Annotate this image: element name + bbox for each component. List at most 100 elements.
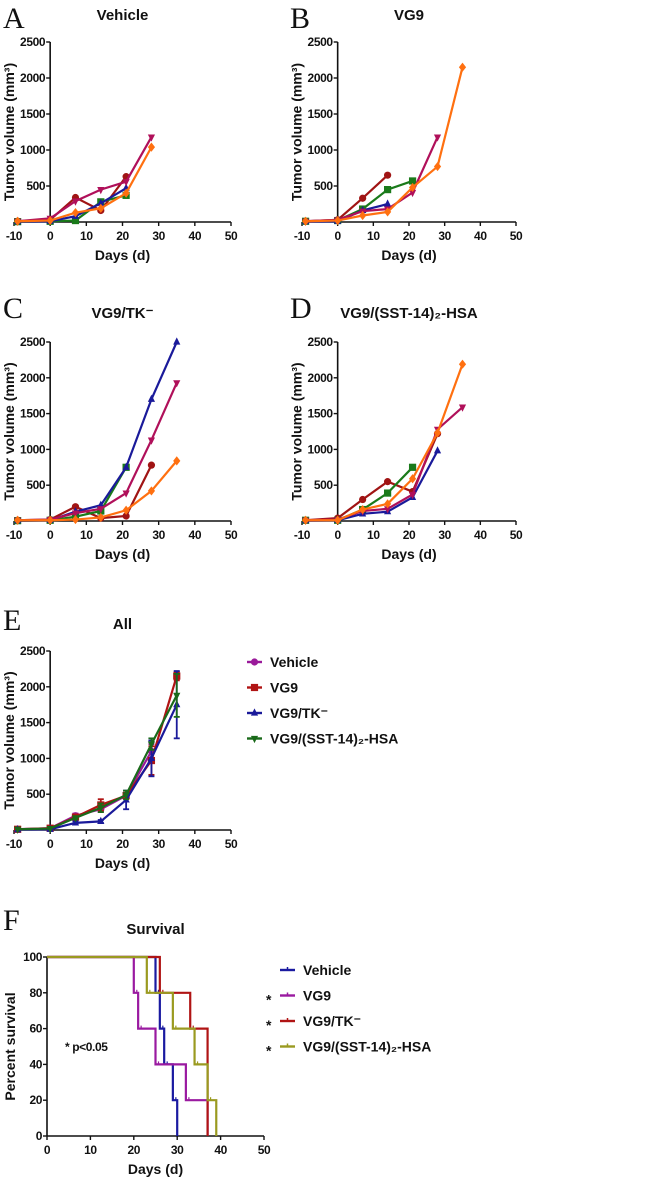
- legend-marker: [250, 708, 259, 716]
- y-tick-label: 60: [29, 1022, 42, 1036]
- data-point: [408, 474, 417, 484]
- data-point: [173, 456, 181, 466]
- y-tick-label: 20: [29, 1093, 42, 1107]
- legend-label: VG9: [270, 680, 298, 696]
- survival-curve-0: [47, 955, 179, 1136]
- y-tick-label: 1500: [20, 716, 46, 730]
- x-axis-label: Days (d): [381, 546, 436, 562]
- legend-marker: [250, 735, 259, 744]
- y-tick-label: 1000: [308, 442, 334, 456]
- chart-title: All: [113, 616, 132, 633]
- y-tick-label: 1500: [308, 107, 334, 121]
- legend-label: VG9/TK⁻: [303, 1013, 361, 1029]
- data-point: [173, 380, 181, 388]
- data-point: [122, 490, 130, 498]
- x-tick-label: 20: [116, 837, 129, 851]
- data-point: [14, 216, 22, 226]
- data-point: [97, 512, 105, 523]
- y-tick-label: 2000: [308, 371, 334, 385]
- panel-c: C VG9/TK⁻ -10 0 10 20 30 40 50 500 1000 1500 2000 250…: [1, 292, 238, 562]
- y-tick-label: 500: [314, 179, 334, 193]
- data-point: [71, 815, 80, 823]
- panel-b: B VG9 -10 0 10 20 30 40 50 500 1000 1500 2000 2500 Day…: [289, 2, 524, 263]
- x-tick-label: 10: [80, 229, 93, 243]
- data-point: [359, 495, 367, 504]
- x-tick-label: 10: [80, 837, 93, 851]
- x-tick-label: 50: [225, 837, 238, 851]
- data-point: [384, 506, 392, 514]
- x-tick-label: 40: [474, 528, 487, 542]
- y-tick-label: 1500: [20, 107, 46, 121]
- x-tick-label: 30: [171, 1143, 184, 1157]
- y-tick-label: 1000: [20, 143, 46, 157]
- panel-f: F Survival 0 10 20 30 40 50 0 20 40 60 80 100 Days (d)…: [2, 904, 431, 1177]
- data-point: [14, 826, 22, 834]
- legend-label: VG9/(SST-14)₂-HSA: [303, 1039, 431, 1055]
- x-axis-label: Days (d): [128, 1161, 183, 1177]
- series-line-3: [305, 406, 464, 522]
- data-point: [122, 792, 130, 800]
- x-tick-label: 50: [225, 528, 238, 542]
- panel-e: E All -10 0 10 20 30 40 50 500 1000 1500 2000 2500 Day…: [1, 604, 398, 871]
- legend-label: VG9/(SST-14)₂-HSA: [270, 731, 398, 747]
- data-point: [122, 512, 130, 520]
- data-point: [71, 198, 80, 206]
- data-point: [147, 142, 156, 152]
- panel-letter: F: [3, 904, 20, 937]
- x-axis-label: Days (d): [95, 855, 150, 871]
- y-axis-label: Percent survival: [2, 992, 18, 1100]
- data-point: [359, 504, 367, 515]
- data-point: [334, 215, 342, 226]
- survival-curve-2: [47, 955, 209, 1136]
- data-point: [359, 194, 367, 202]
- data-point: [71, 503, 80, 511]
- data-point: [384, 499, 392, 509]
- x-axis-label: Days (d): [95, 247, 150, 263]
- x-tick-label: 50: [510, 229, 523, 243]
- y-tick-label: 500: [314, 478, 334, 492]
- x-tick-label: 20: [403, 229, 416, 243]
- x-tick-label: 10: [367, 528, 380, 542]
- y-tick-label: 1000: [20, 751, 46, 765]
- x-tick-label: 40: [214, 1143, 227, 1157]
- y-axis-label: Tumor volume (mm³): [1, 63, 17, 201]
- data-point: [46, 215, 54, 226]
- y-tick-label: 80: [29, 986, 42, 1000]
- y-axis-label: Tumor volume (mm³): [289, 362, 305, 500]
- x-tick-label: 40: [189, 528, 202, 542]
- panel-letter: D: [290, 292, 312, 325]
- data-point: [433, 428, 442, 438]
- y-tick-label: 0: [36, 1129, 43, 1143]
- x-tick-label: -10: [6, 837, 23, 851]
- data-point: [458, 359, 467, 369]
- data-point: [71, 514, 80, 525]
- x-tick-label: 0: [335, 528, 342, 542]
- y-tick-label: 1000: [20, 442, 46, 456]
- y-tick-label: 2500: [20, 35, 46, 49]
- data-point: [301, 515, 310, 525]
- data-point: [433, 446, 442, 454]
- chart-title: VG9: [394, 7, 424, 24]
- panel-letter: E: [3, 604, 21, 637]
- data-point: [97, 805, 105, 813]
- data-point: [122, 179, 130, 187]
- x-tick-label: 10: [367, 229, 380, 243]
- data-point: [359, 210, 367, 221]
- y-tick-label: 1500: [20, 407, 46, 421]
- series-line-4: [17, 146, 153, 223]
- x-axis-label: Days (d): [95, 546, 150, 562]
- series-line-2: [17, 341, 178, 522]
- chart-title: VG9/TK⁻: [91, 305, 153, 322]
- y-tick-label: 2000: [20, 680, 46, 694]
- series-line-3: [17, 136, 153, 223]
- data-point: [433, 161, 442, 172]
- data-point: [458, 404, 467, 412]
- data-point: [97, 506, 105, 514]
- y-tick-label: 2500: [20, 335, 46, 349]
- x-tick-label: 20: [403, 528, 416, 542]
- annotation: * p<0.05: [65, 1040, 108, 1054]
- chart-title: VG9/(SST-14)₂-HSA: [340, 305, 478, 322]
- x-axis-label: Days (d): [381, 247, 436, 263]
- data-point: [147, 753, 156, 761]
